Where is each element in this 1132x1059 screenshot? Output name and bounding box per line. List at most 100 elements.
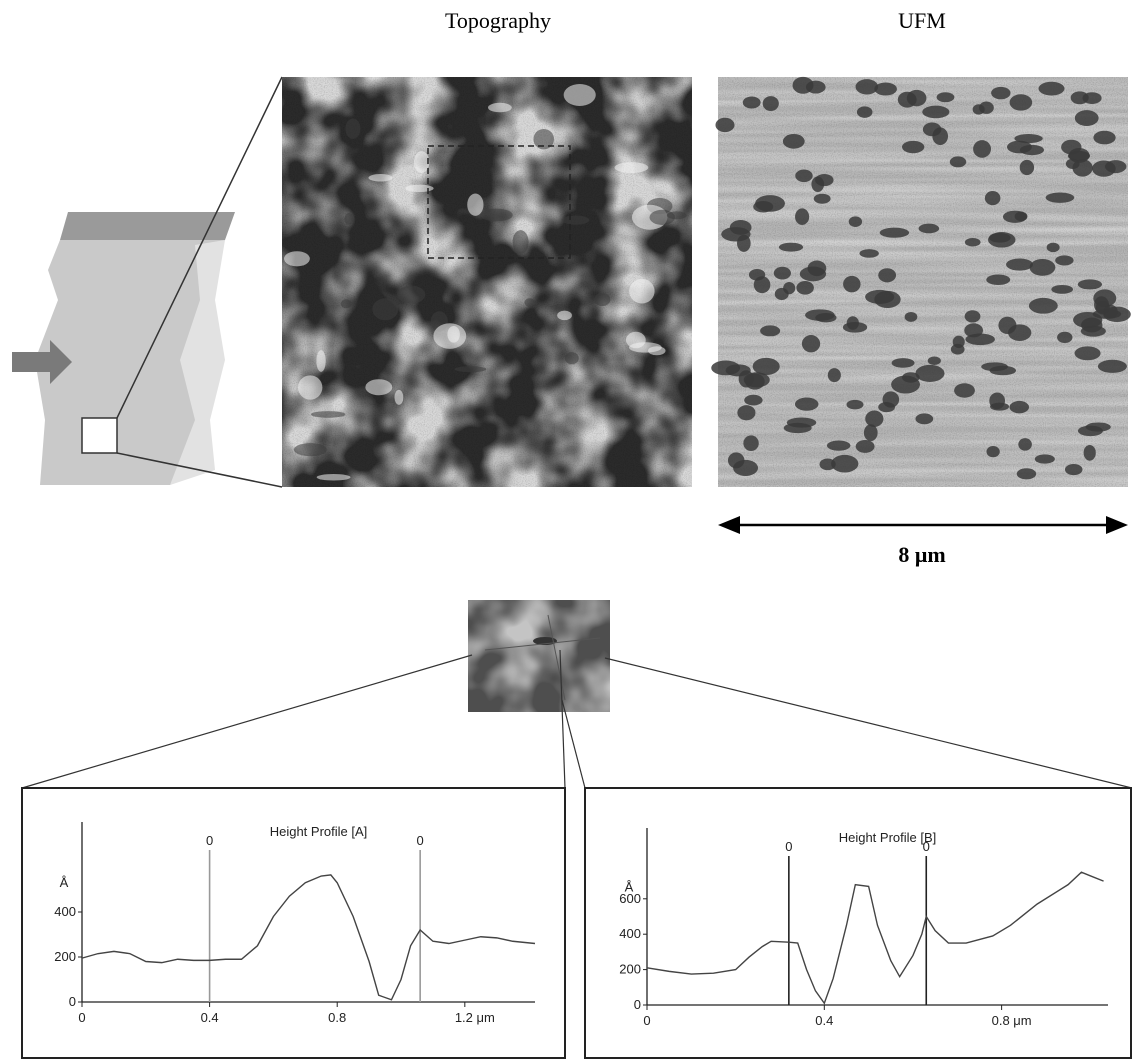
texture-spot: [397, 286, 425, 304]
texture-spot: [311, 411, 346, 418]
texture-spot: [880, 228, 909, 238]
texture-spot: [294, 443, 327, 456]
texture-spot: [1015, 212, 1028, 222]
texture-spot: [1029, 298, 1058, 314]
texture-spot: [843, 276, 860, 293]
x-tick-label: 0.4: [201, 1010, 219, 1025]
texture-spot: [878, 268, 896, 282]
texture-spot: [1030, 259, 1056, 276]
texture-spot: [795, 170, 812, 183]
texture-spot: [743, 435, 758, 451]
texture-spot: [317, 474, 351, 481]
texture-spot: [1084, 445, 1096, 461]
texture-spot: [341, 299, 352, 308]
y-tick-label: 0: [634, 997, 641, 1012]
texture-spot: [973, 140, 991, 158]
texture-spot: [800, 267, 826, 282]
texture-spot: [986, 274, 1010, 285]
texture-spot: [667, 211, 687, 219]
texture-spot: [562, 216, 590, 225]
texture-spot: [965, 334, 995, 346]
y-tick-label: 400: [619, 926, 641, 941]
texture-spot: [1057, 332, 1072, 343]
texture-spot: [711, 361, 740, 376]
x-tick-label: 0: [643, 1013, 650, 1028]
texture-spot: [849, 216, 862, 227]
texture-spot: [1061, 140, 1081, 155]
texture-spot: [1006, 259, 1033, 271]
texture-spot: [564, 84, 596, 106]
texture-spot: [814, 194, 831, 204]
texture-spot: [744, 395, 762, 406]
texture-spot: [447, 326, 459, 343]
texture-spot: [856, 440, 875, 453]
topography-image: [282, 77, 692, 487]
texture-spot: [626, 332, 646, 348]
texture-spot: [874, 82, 897, 95]
x-tick-label: 0.8: [328, 1010, 346, 1025]
texture-spot: [986, 446, 999, 457]
texture-spot: [828, 368, 841, 382]
texture-spot: [1014, 134, 1042, 143]
texture-spot: [1093, 289, 1116, 307]
texture-spot: [754, 276, 771, 293]
texture-spot: [923, 122, 942, 136]
texture-spot: [965, 238, 981, 247]
texture-spot: [915, 365, 944, 382]
texture-spot: [865, 410, 883, 427]
chart-title: Height Profile [B]: [839, 830, 937, 845]
texture-spot: [985, 191, 1001, 205]
texture-spot: [480, 209, 513, 222]
texture-spot: [795, 397, 818, 410]
texture-spot: [990, 403, 1009, 411]
texture-spot: [1086, 422, 1111, 431]
texture-spot: [455, 366, 487, 372]
texture-spot: [1103, 305, 1117, 318]
texture-spot: [1051, 285, 1073, 294]
texture-spot: [922, 106, 949, 119]
texture-spot: [774, 267, 791, 280]
x-tick-label: 0.4: [815, 1013, 833, 1028]
x-tick-label: 1.2 μm: [455, 1010, 495, 1025]
chart-title: Height Profile [A]: [270, 824, 368, 839]
texture-spot: [783, 134, 805, 149]
texture-spot: [783, 282, 795, 294]
y-axis-label: Å: [60, 875, 69, 890]
texture-spot: [989, 233, 1011, 243]
texture-spot: [915, 413, 933, 424]
scale-bar-label: 8 μm: [898, 542, 945, 567]
texture-spot: [907, 90, 927, 106]
texture-spot: [629, 279, 654, 304]
texture-spot: [763, 96, 779, 111]
texture-spot: [524, 298, 534, 307]
texture-spot: [1105, 160, 1126, 173]
texture-spot: [981, 362, 1008, 371]
profile-b-panel: [585, 788, 1131, 1058]
scale-bar: [718, 516, 1128, 534]
texture-spot: [1078, 279, 1102, 289]
texture-spot: [802, 335, 820, 352]
texture-spot: [1075, 110, 1099, 126]
cursor-label: 0: [417, 833, 424, 848]
texture-spot: [565, 352, 579, 364]
texture-spot: [405, 185, 433, 192]
texture-spot: [1010, 401, 1029, 413]
texture-spot: [883, 391, 900, 407]
y-tick-label: 0: [69, 994, 76, 1009]
texture-spot: [557, 311, 572, 321]
texture-spot: [905, 312, 918, 322]
texture-spot: [1055, 255, 1073, 265]
ufm-image: [711, 77, 1131, 487]
texture-spot: [1075, 346, 1101, 360]
x-tick-label: 0: [78, 1010, 85, 1025]
cursor-label: 0: [785, 839, 792, 854]
y-tick-label: 600: [619, 891, 641, 906]
texture-spot: [1046, 192, 1075, 202]
zoom-image: [22, 600, 1132, 788]
texture-spot: [1039, 82, 1065, 96]
texture-spot: [919, 224, 940, 234]
texture-spot: [891, 376, 920, 394]
texture-spot: [937, 92, 955, 102]
texture-spot: [760, 325, 780, 336]
texture-spot: [1017, 468, 1036, 479]
